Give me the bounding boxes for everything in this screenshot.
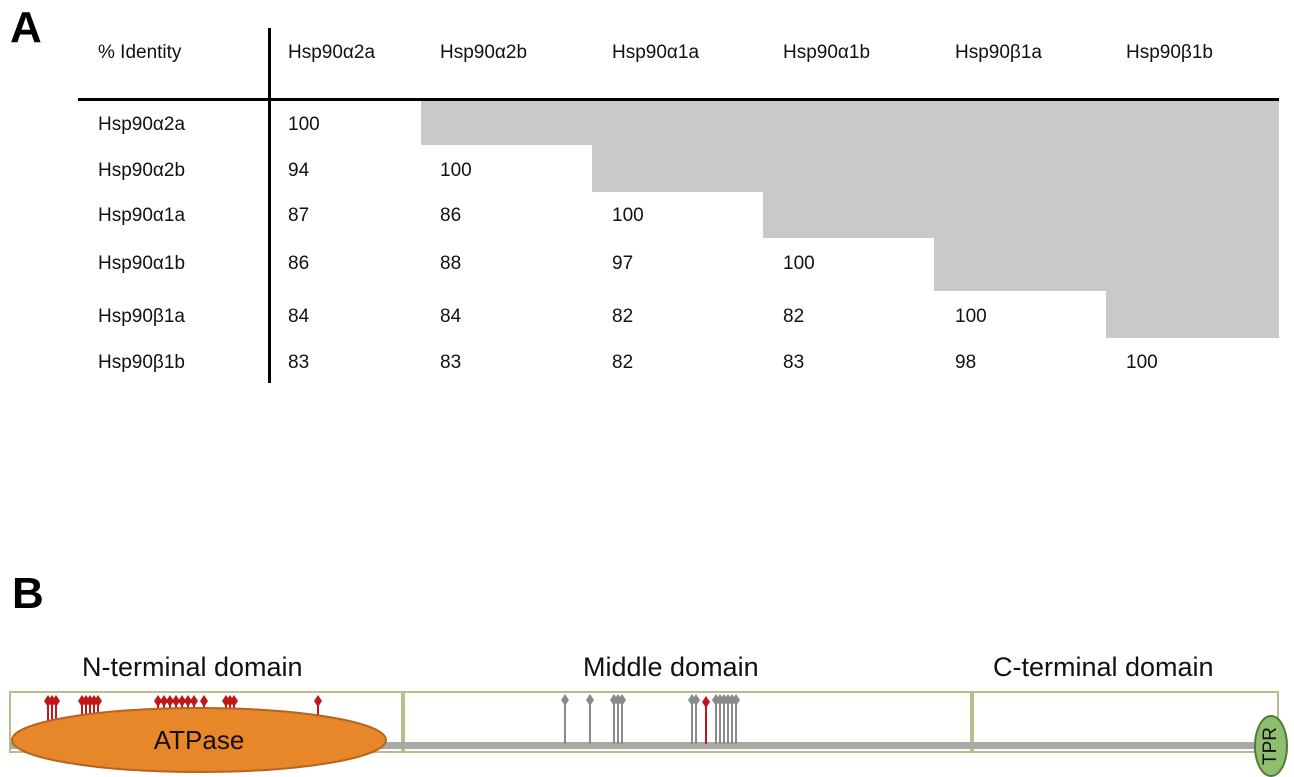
table-cell: 83 <box>783 352 805 373</box>
table-cell: 100 <box>440 160 472 181</box>
site-marker <box>561 694 569 744</box>
table-cell: 100 <box>612 205 644 226</box>
row-label: Hsp90α1b <box>98 253 186 274</box>
atpase-label: ATPase <box>154 725 245 755</box>
table-corner-label: % Identity <box>98 42 182 63</box>
table-cell: 98 <box>955 352 977 373</box>
table-cell: 83 <box>440 352 462 373</box>
column-header: Hsp90α2b <box>440 42 528 63</box>
table-cell: 100 <box>955 306 987 327</box>
panel-a-label: A <box>10 3 42 52</box>
protein-domain-diagram: ATPase TPR <box>9 691 1288 777</box>
table-cell: 82 <box>783 306 805 327</box>
table-cell: 88 <box>440 253 462 274</box>
table-cell: 86 <box>440 205 462 226</box>
shaded-cell-region <box>592 145 1279 192</box>
atpase-domain-shape <box>11 707 387 773</box>
column-header: Hsp90β1b <box>1126 42 1213 63</box>
table-header-rule <box>78 98 1279 101</box>
row-label: Hsp90α2a <box>98 114 186 135</box>
table-cell: 84 <box>288 306 310 327</box>
column-header: Hsp90α1b <box>783 42 871 63</box>
site-marker <box>618 694 626 744</box>
site-marker <box>692 694 700 744</box>
table-cell: 100 <box>288 114 320 135</box>
row-label: Hsp90β1b <box>98 352 185 373</box>
column-header: Hsp90α2a <box>288 42 376 63</box>
shaded-cell-region <box>421 101 1279 145</box>
table-cell: 82 <box>612 306 634 327</box>
table-cell: 82 <box>612 352 634 373</box>
column-header: Hsp90β1a <box>955 42 1042 63</box>
table-cell: 94 <box>288 160 310 181</box>
shaded-cell-region <box>1106 291 1279 338</box>
table-cell: 84 <box>440 306 462 327</box>
table-cell: 86 <box>288 253 310 274</box>
site-marker <box>586 694 594 744</box>
site-marker <box>702 696 710 744</box>
tpr-label: TPR <box>1260 727 1281 765</box>
middle-domain-box <box>403 691 972 753</box>
table-cell: 83 <box>288 352 310 373</box>
shaded-cell-region <box>934 238 1279 291</box>
site-marker <box>732 694 740 744</box>
tpr-domain-shape <box>1254 715 1288 777</box>
table-cell: 87 <box>288 205 310 226</box>
row-label: Hsp90α1a <box>98 205 186 226</box>
middle-domain-label: Middle domain <box>583 652 759 682</box>
protein-backbone <box>10 742 1280 749</box>
n-terminal-domain-label: N-terminal domain <box>82 652 303 682</box>
shaded-cell-region <box>763 192 1279 238</box>
table-cell: 100 <box>1126 352 1158 373</box>
column-header: Hsp90α1a <box>612 42 700 63</box>
row-label: Hsp90α2b <box>98 160 186 181</box>
table-cell: 100 <box>783 253 815 274</box>
table-cell: 97 <box>612 253 634 274</box>
panel-b-label: B <box>12 569 44 618</box>
c-terminal-domain-label: C-terminal domain <box>993 652 1214 682</box>
table-row-label-rule <box>268 28 271 383</box>
row-label: Hsp90β1a <box>98 306 185 327</box>
